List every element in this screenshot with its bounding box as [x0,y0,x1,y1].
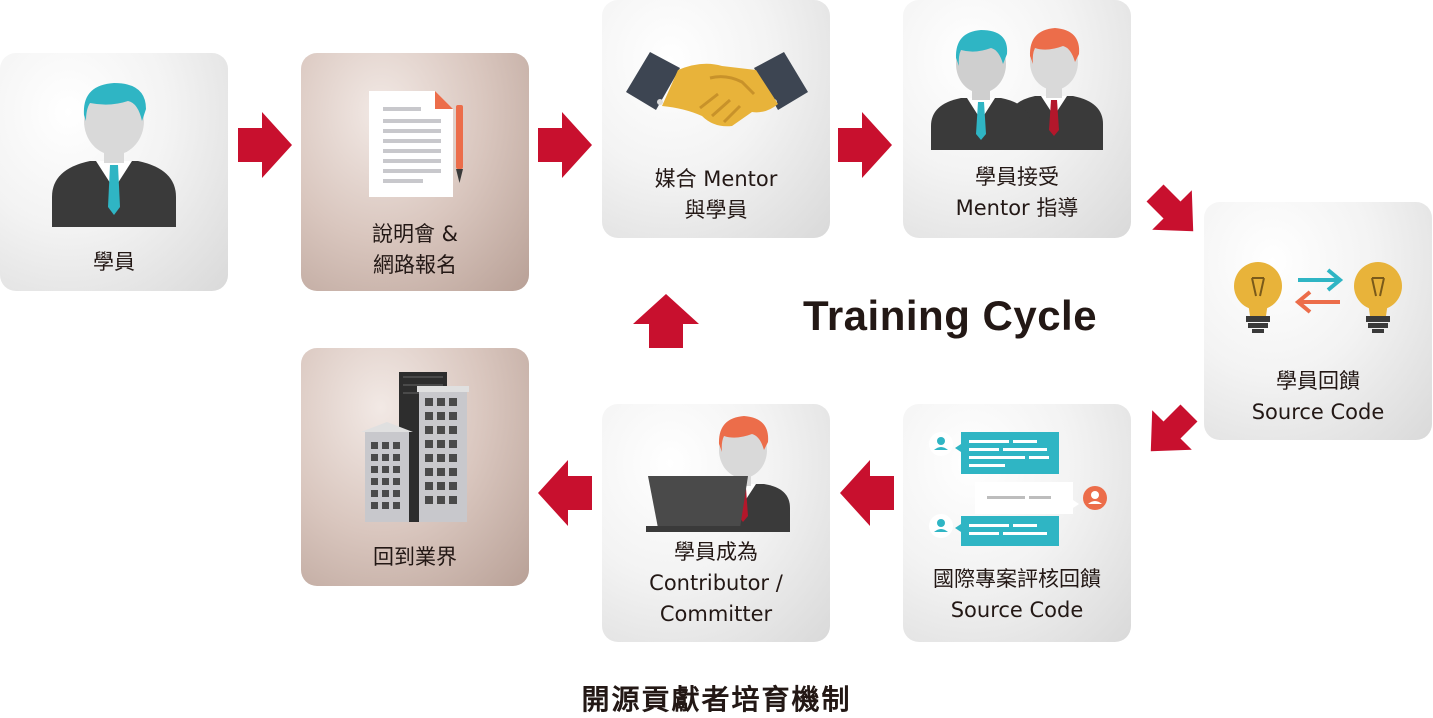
step-matching-label-line1: 媒合 Mentor [654,167,778,191]
step-mentoring-card: 學員接受 Mentor 指導 [903,0,1131,238]
step-contributor-label-line3: Committer [659,602,773,626]
arrow-diagonal-down-right [1146,184,1194,232]
mentor-and-student-icon [931,28,1103,150]
handshake-icon [626,52,808,127]
arrow-diagonal-down-left [1150,404,1198,452]
step-student-label: 學員 [93,250,135,274]
student-person-icon [52,83,176,227]
lightbulb-exchange-icon [1234,262,1402,333]
arrow-right-3 [838,112,892,178]
step-industry-label: 回到業界 [373,545,457,569]
chat-review-icon [929,432,1107,546]
arrow-right-1 [238,112,292,178]
document-pen-icon [369,91,463,197]
arrow-right-2 [538,112,592,178]
person-with-laptop-icon [646,416,790,532]
diagram-title: Training Cycle [803,292,1098,339]
step-review-label-line1: 國際專案評核回饋 [933,567,1101,591]
step-signup-label-line1: 說明會 & [371,222,459,246]
step-feedback-label-line1: 學員回饋 [1276,369,1360,393]
step-matching-label-line2: 與學員 [684,198,748,222]
arrow-up [633,294,699,348]
step-feedback-card: 學員回饋 Source Code [1204,202,1432,440]
step-contributor-card: 學員成為 Contributor / Committer [602,404,830,642]
step-review-card: 國際專案評核回饋 Source Code [903,404,1131,642]
arrow-left-1 [840,460,894,526]
step-industry-card: 回到業界 [301,348,529,586]
step-mentoring-label-line1: 學員接受 [975,165,1059,189]
step-student-card: 學員 [0,53,228,291]
office-buildings-icon [361,372,469,522]
step-contributor-label-line2: Contributor / [649,571,783,595]
step-review-label-line2: Source Code [950,598,1084,622]
arrow-left-2 [538,460,592,526]
step-signup-card: 說明會 & 網路報名 [301,53,529,291]
diagram-caption: 開源貢獻者培育機制 [581,683,852,716]
step-matching-card: 媒合 Mentor 與學員 [602,0,830,238]
step-mentoring-label-line2: Mentor 指導 [955,196,1079,220]
step-contributor-label-line1: 學員成為 [674,540,758,564]
step-signup-label-line2: 網路報名 [373,253,457,277]
step-feedback-label-line2: Source Code [1251,400,1385,424]
